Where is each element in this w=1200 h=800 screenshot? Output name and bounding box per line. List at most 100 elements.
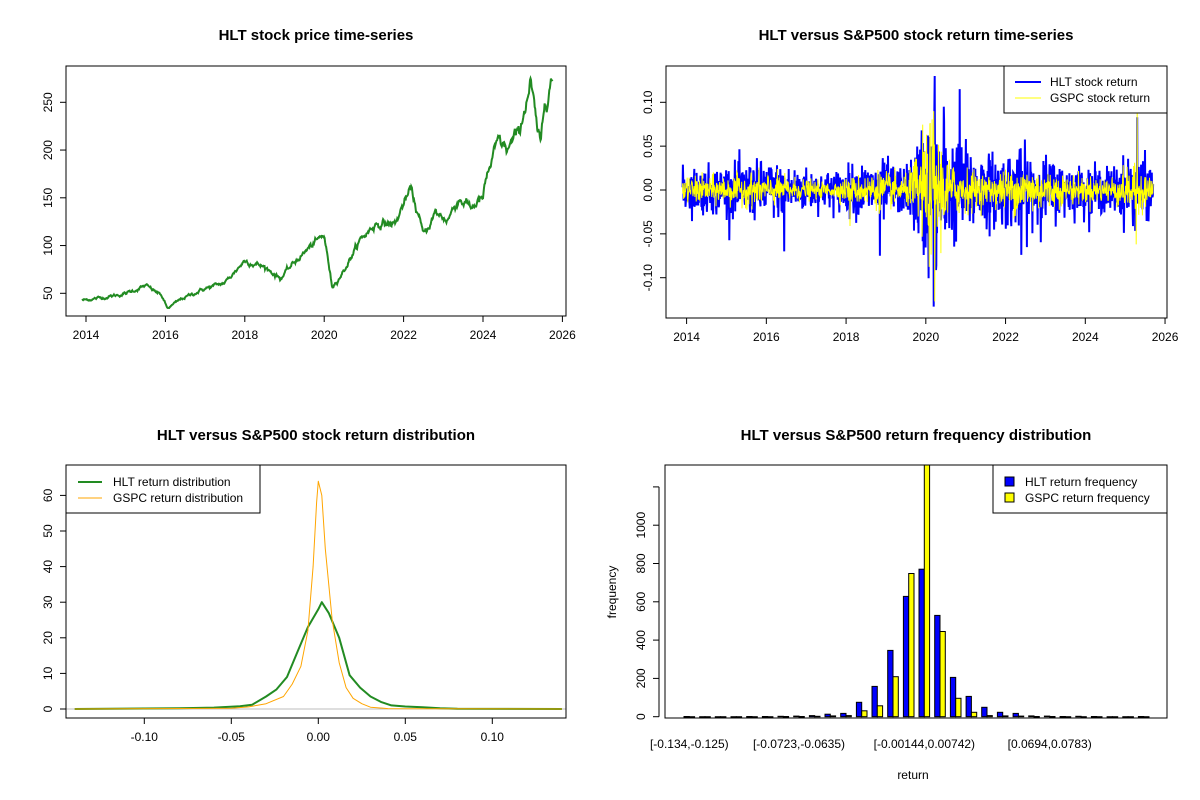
histogram-y-label: frequency — [605, 566, 619, 619]
histogram-chart-title: HLT versus S&P500 return frequency distr… — [741, 427, 1092, 444]
price-x-tick-label: 2020 — [311, 328, 338, 342]
density-panel: -0.10 -0.05 0.00 0.05 0.10 0 10 20 30 40 50 60 HLT r… — [41, 464, 567, 744]
legend-label: HLT return frequency — [1025, 475, 1137, 489]
hlt-frequency-bar — [840, 712, 847, 718]
hlt-frequency-bar — [1106, 716, 1113, 718]
price-chart-title: HLT stock price time-series — [219, 27, 414, 44]
gspc-frequency-bar — [876, 705, 884, 718]
price-x-tick-label: 2014 — [73, 328, 100, 342]
price-y-tick-label: 150 — [41, 187, 55, 207]
gspc-frequency-bar — [908, 573, 915, 718]
hlt-frequency-bar — [1059, 716, 1066, 718]
gspc-frequency-bar — [767, 716, 774, 718]
hlt-frequency-bar — [1012, 712, 1019, 718]
histogram-y-tick-label: 400 — [634, 630, 648, 650]
price-x-tick-label: 2016 — [152, 328, 179, 342]
histogram-y-tick-label: 800 — [634, 553, 648, 573]
density-y-tick-label: 30 — [41, 595, 55, 609]
hlt-frequency-bar — [887, 649, 894, 718]
price-y-tick-label: 250 — [41, 92, 55, 112]
hlt-frequency-bar — [824, 713, 831, 718]
return-x-tick-label: 2016 — [753, 330, 780, 344]
hlt-frequency-bar — [683, 716, 690, 718]
price-x-tick-label: 2026 — [549, 328, 576, 342]
density-y-tick-label: 50 — [41, 524, 55, 538]
return-x-tick-label: 2026 — [1152, 330, 1179, 344]
price-x-tick-label: 2022 — [390, 328, 417, 342]
return-y-tick-label: 0.10 — [641, 90, 655, 114]
return-chart-title: HLT versus S&P500 stock return time-seri… — [759, 27, 1074, 44]
legend-label: GSPC return distribution — [113, 491, 243, 505]
legend-box — [65, 464, 261, 514]
histogram-y-tick-label: 0 — [634, 713, 648, 720]
hlt-frequency-bar — [934, 614, 941, 718]
histogram-y-tick-label: 600 — [634, 591, 648, 611]
histogram-panel: 0 200 400 600 800 1000 [-0.134,-0.125) [-0.0723… — [634, 464, 1168, 751]
hlt-frequency-bar — [981, 706, 988, 718]
gspc-frequency-bar — [939, 631, 946, 718]
density-chart-title: HLT versus S&P500 stock return distribut… — [157, 427, 475, 444]
gspc-frequency-bar — [1127, 716, 1134, 718]
bin-label: [-0.0723,-0.0635) — [753, 737, 845, 751]
hlt-frequency-bar — [761, 716, 769, 718]
gspc-frequency-bar — [1080, 716, 1087, 718]
price-panel: 2014 2016 2018 2020 2022 2024 2026 50 100 150 200 2… — [41, 65, 576, 342]
return-y-tick-label: 0.00 — [641, 178, 655, 202]
return-panel: 2014 2016 2018 2020 2022 2024 2026 -0.10 -0.05 0.… — [641, 65, 1179, 344]
return-x-tick-label: 2018 — [833, 330, 860, 344]
legend-box — [992, 464, 1168, 514]
hlt-frequency-bar — [714, 716, 722, 718]
gspc-frequency-bar — [720, 716, 727, 718]
gspc-frequency-bar — [688, 716, 696, 718]
bin-label: [0.0694,0.0783) — [1008, 737, 1092, 751]
density-x-tick-label: 0.10 — [481, 730, 505, 744]
gspc-frequency-bar — [782, 716, 790, 718]
gspc-frequency-bar — [814, 715, 821, 718]
hlt-return-line — [681, 75, 1155, 307]
hlt-frequency-bar — [1043, 715, 1051, 718]
hlt-frequency-bar — [855, 701, 863, 718]
return-x-tick-label: 2020 — [912, 330, 939, 344]
gspc-frequency-bar — [1064, 716, 1072, 718]
return-y-tick-label: -0.05 — [641, 220, 655, 248]
gspc-frequency-bar — [1033, 716, 1040, 718]
gspc-frequency-bar — [1049, 716, 1056, 718]
return-legend: HLT stock return GSPC stock return — [1003, 65, 1168, 114]
histogram-y-tick-label: 1000 — [634, 512, 648, 539]
legend-label: HLT stock return — [1050, 75, 1138, 89]
density-y-tick-label: 10 — [41, 666, 55, 680]
density-y-tick-label: 60 — [41, 488, 55, 502]
return-y-tick-label: 0.05 — [641, 134, 655, 158]
bin-label: [-0.00144,0.00742) — [874, 737, 975, 751]
price-y-tick-label: 100 — [41, 235, 55, 255]
hlt-frequency-bar — [793, 715, 800, 718]
gspc-frequency-bar — [1002, 715, 1009, 718]
price-x-tick-label: 2018 — [231, 328, 258, 342]
legend-label: GSPC return frequency — [1025, 491, 1150, 505]
density-x-tick-label: -0.10 — [131, 730, 159, 744]
return-x-tick-label: 2024 — [1072, 330, 1099, 344]
gspc-frequency-bar — [955, 697, 962, 718]
bin-label: [-0.134,-0.125) — [650, 737, 729, 751]
gspc-frequency-bar — [845, 715, 852, 718]
legend-label: HLT return distribution — [113, 475, 231, 489]
hlt-frequency-bar — [871, 685, 878, 718]
gspc-frequency-bar — [735, 716, 743, 718]
density-x-tick-label: 0.00 — [307, 730, 331, 744]
hlt-frequency-bar — [949, 676, 957, 718]
density-y-tick-label: 40 — [41, 560, 55, 574]
price-series-line — [81, 75, 554, 310]
hlt-frequency-bar — [1090, 716, 1098, 718]
density-x-tick-label: -0.05 — [218, 730, 246, 744]
hlt-frequency-bar — [730, 716, 737, 718]
hlt-frequency-bar — [918, 568, 925, 718]
hlt-frequency-bar — [996, 711, 1004, 718]
gspc-frequency-bar — [798, 716, 805, 718]
legend-label: GSPC stock return — [1050, 91, 1150, 105]
price-y-tick-label: 200 — [41, 140, 55, 160]
hlt-frequency-bar — [777, 715, 784, 718]
gspc-return-line — [682, 111, 1154, 302]
histogram-x-label: return — [897, 768, 928, 782]
price-y-tick-label: 50 — [41, 286, 55, 300]
